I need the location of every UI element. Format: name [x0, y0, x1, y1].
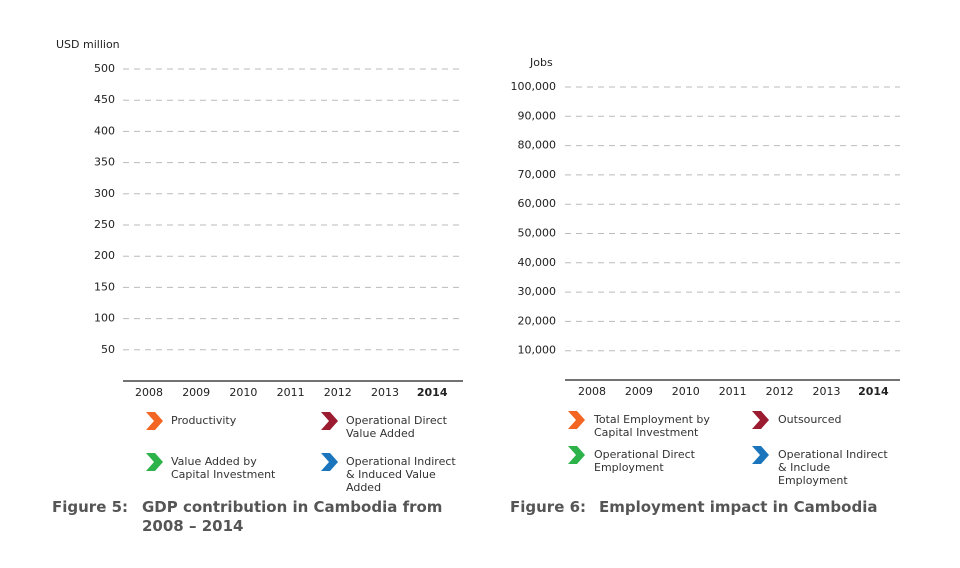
x-tick-label: 2009: [182, 386, 210, 399]
x-tick-label: 2014: [858, 385, 889, 398]
legend-icon: [568, 446, 585, 464]
figure-label: Figure 6:: [510, 498, 587, 516]
x-tick-label: 2008: [135, 386, 163, 399]
x-tick-label: 2013: [813, 385, 841, 398]
legend-label: Operational Direct Value Added: [346, 414, 447, 440]
y-tick-label: 350: [94, 156, 115, 169]
x-tick-label: 2011: [719, 385, 747, 398]
legend-icon: [321, 412, 338, 430]
legend-label: Value Added by Capital Investment: [171, 455, 276, 481]
y-tick-label: 50,000: [518, 227, 557, 240]
figure-label: Figure 5:: [52, 498, 129, 516]
legend-label: Outsourced: [778, 413, 842, 426]
y-tick-label: 80,000: [518, 139, 557, 152]
y-tick-label: 300: [94, 187, 115, 200]
y-tick-label: 100,000: [511, 80, 557, 93]
x-tick-label: 2010: [229, 386, 257, 399]
x-tick-label: 2009: [625, 385, 653, 398]
y-tick-label: 10,000: [518, 344, 557, 357]
y-tick-label: 100: [94, 312, 115, 325]
y-tick-label: 20,000: [518, 314, 557, 327]
legend-label: Operational Indirect & Induced Value Add…: [346, 455, 456, 494]
y-tick-label: 400: [94, 124, 115, 137]
y-tick-label: 500: [94, 62, 115, 75]
y-tick-label: 70,000: [518, 168, 557, 181]
legend-label: Productivity: [171, 414, 237, 427]
x-tick-label: 2011: [277, 386, 305, 399]
y-tick-label: 90,000: [518, 109, 557, 122]
legend-icon: [146, 412, 163, 430]
y-tick-label: 50: [101, 343, 115, 356]
y-tick-label: 60,000: [518, 197, 557, 210]
legend-label: Operational Indirect & Include Employmen…: [778, 448, 888, 487]
y-tick-label: 40,000: [518, 256, 557, 269]
y-tick-label: 450: [94, 93, 115, 106]
legend-icon: [752, 411, 769, 429]
legend-label: Operational Direct Employment: [594, 448, 695, 474]
y-axis-label: USD million: [56, 38, 120, 51]
x-tick-label: 2014: [417, 386, 448, 399]
figure-title: GDP contribution in Cambodia from 2008 –…: [142, 498, 443, 535]
y-tick-label: 150: [94, 280, 115, 293]
legend-icon: [321, 453, 338, 471]
x-tick-label: 2012: [324, 386, 352, 399]
x-tick-label: 2013: [371, 386, 399, 399]
x-tick-label: 2008: [578, 385, 606, 398]
y-tick-label: 30,000: [518, 285, 557, 298]
y-tick-label: 200: [94, 249, 115, 262]
x-tick-label: 2010: [672, 385, 700, 398]
y-tick-label: 250: [94, 218, 115, 231]
legend-icon: [752, 446, 769, 464]
x-tick-label: 2012: [766, 385, 794, 398]
legend-label: Total Employment by Capital Investment: [594, 413, 710, 439]
legend-icon: [568, 411, 585, 429]
y-axis-label: Jobs: [529, 56, 553, 69]
legend-icon: [146, 453, 163, 471]
figure-title: Employment impact in Cambodia: [599, 498, 878, 516]
